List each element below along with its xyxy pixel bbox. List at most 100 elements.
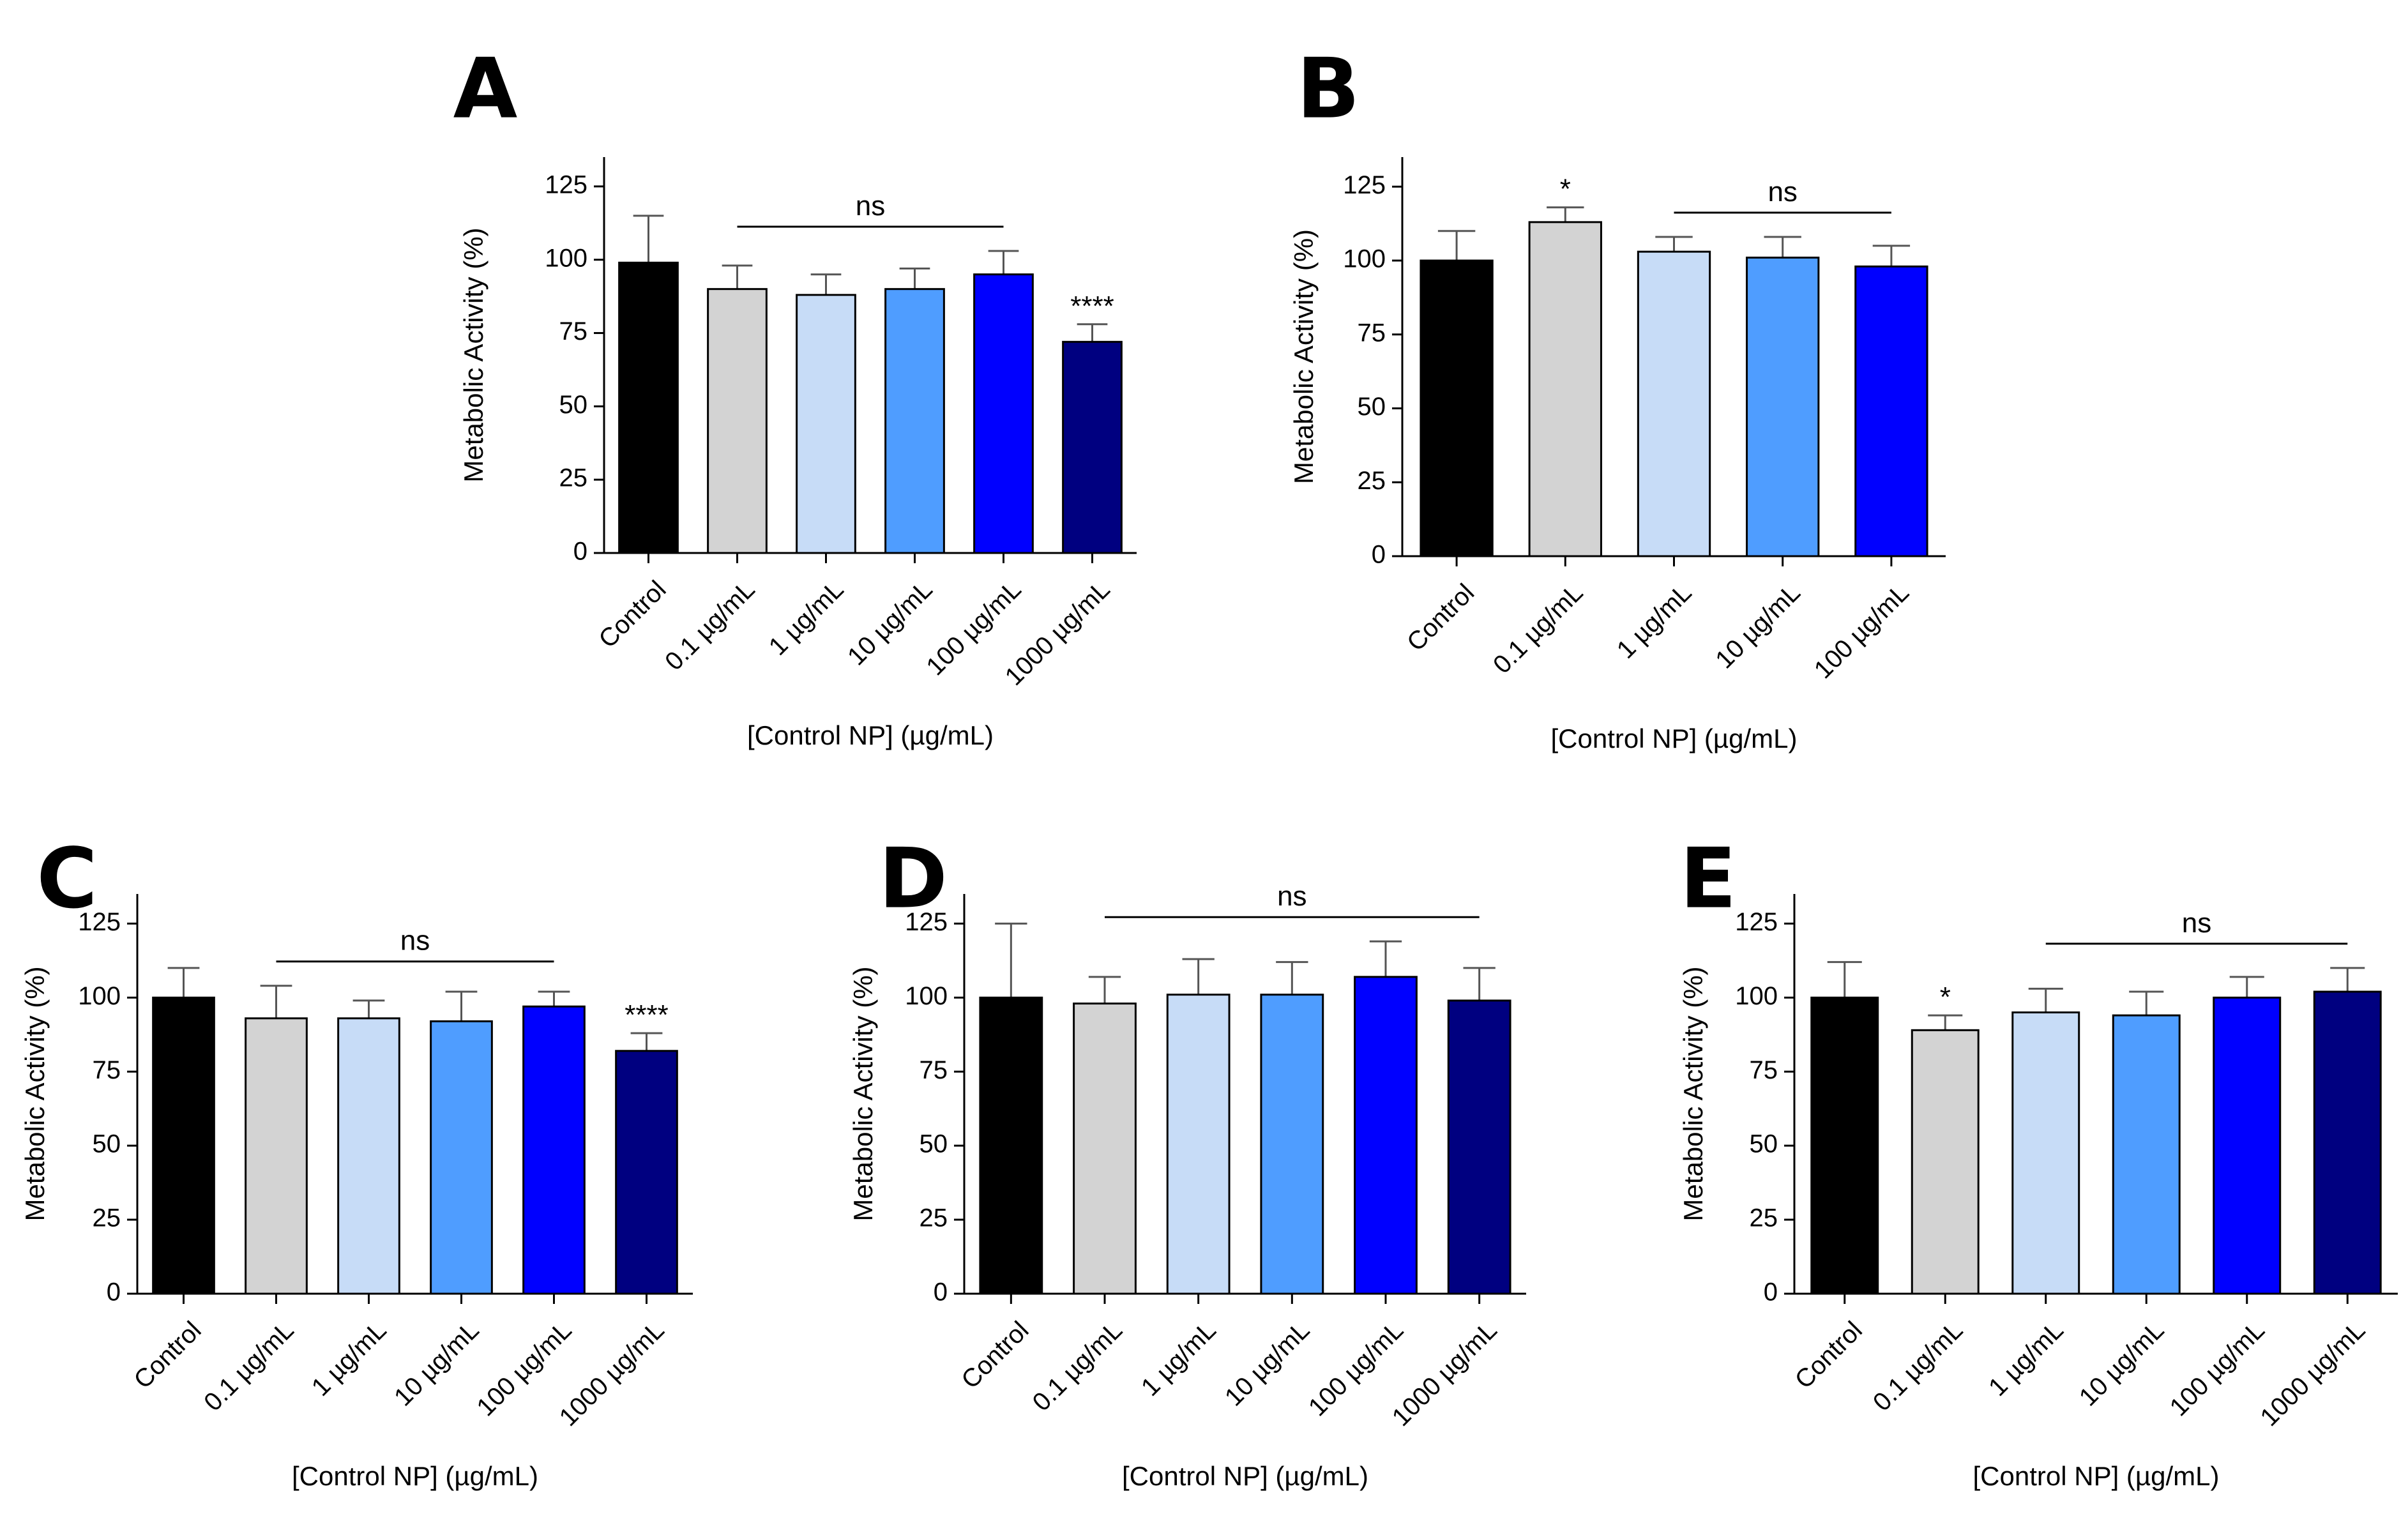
x-category-label: 0.1 µg/mL xyxy=(1027,1316,1128,1416)
bar xyxy=(2011,1011,2080,1295)
x-category-label: 100 µg/mL xyxy=(2165,1316,2270,1421)
chart-panel-e: E 0 25 50 75 100 125 Metabolic Activity (%) Cont… xyxy=(1678,830,2398,1491)
x-axis-title: [Control NP] (µg/mL) xyxy=(747,720,994,750)
x-category-label: 0.1 µg/mL xyxy=(1488,579,1588,679)
x-category-label: 10 µg/mL xyxy=(389,1316,485,1412)
y-tick-label: 75 xyxy=(1358,319,1386,347)
x-category-label: 1 µg/mL xyxy=(307,1316,392,1402)
y-tick-label: 25 xyxy=(920,1204,948,1232)
bar xyxy=(884,288,945,554)
y-tick-label: 125 xyxy=(905,908,948,936)
significance-stars: * xyxy=(1940,981,1951,1013)
chart-panel-a: A 0 25 50 75 100 125 Metabolic Activity (%) Cont… xyxy=(453,40,1137,750)
x-axis-title: [Control NP] (µg/mL) xyxy=(1122,1461,1368,1491)
y-tick-label: 125 xyxy=(1735,908,1778,936)
bar xyxy=(1637,250,1711,557)
bar xyxy=(1260,994,1324,1295)
significance-stars: **** xyxy=(1070,291,1114,322)
bar xyxy=(2213,996,2282,1295)
y-tick-label: 0 xyxy=(107,1278,121,1306)
significance-label: ns xyxy=(1277,881,1306,912)
bar xyxy=(522,1005,586,1295)
chart-panel-b: B 0 25 50 75 100 125 Metabolic Activity (%) Cont… xyxy=(1289,40,1946,753)
y-tick-label: 75 xyxy=(559,317,588,345)
y-tick-label: 100 xyxy=(1343,245,1386,273)
y-tick-label: 100 xyxy=(905,982,948,1010)
y-axis-title: Metabolic Activity (%) xyxy=(1678,966,1708,1221)
significance-label: ns xyxy=(856,190,885,222)
x-category-label: 1 µg/mL xyxy=(1983,1316,2069,1402)
y-tick-label: 50 xyxy=(93,1130,121,1158)
bar xyxy=(1810,996,1879,1295)
bar xyxy=(1854,265,1928,557)
chart-panel-c: C 0 25 50 75 100 125 Metabolic Activity (%) Cont… xyxy=(20,830,693,1491)
y-tick-label: 25 xyxy=(1358,467,1386,495)
y-tick-label: 100 xyxy=(1735,982,1778,1010)
panel-letter: E xyxy=(1680,830,1737,927)
significance-label: ns xyxy=(1768,176,1797,208)
y-tick-label: 75 xyxy=(1750,1056,1778,1084)
bar xyxy=(796,294,856,554)
y-tick-label: 100 xyxy=(545,244,587,272)
x-category-label: 1 µg/mL xyxy=(1612,579,1697,664)
x-category-label: 0.1 µg/mL xyxy=(199,1316,299,1416)
y-tick-label: 25 xyxy=(1750,1204,1778,1232)
y-tick-label: 125 xyxy=(78,908,121,936)
y-tick-label: 0 xyxy=(1372,541,1386,569)
x-category-label: 0.1 µg/mL xyxy=(660,575,760,676)
bar xyxy=(979,996,1043,1295)
bar xyxy=(2112,1014,2181,1295)
y-tick-label: 25 xyxy=(559,464,588,492)
x-axis-title: [Control NP] (µg/mL) xyxy=(1551,723,1798,753)
x-category-label: Control xyxy=(128,1316,206,1394)
x-category-label: 1 µg/mL xyxy=(764,575,849,661)
y-tick-label: 0 xyxy=(573,538,587,566)
bar xyxy=(2313,990,2382,1295)
panel-letter: A xyxy=(453,40,518,137)
y-tick-label: 75 xyxy=(93,1056,121,1084)
y-tick-label: 0 xyxy=(934,1278,948,1306)
y-tick-label: 50 xyxy=(1750,1130,1778,1158)
x-axis-title: [Control NP] (µg/mL) xyxy=(1973,1461,2220,1491)
x-category-label: 10 µg/mL xyxy=(842,575,938,671)
bar xyxy=(1073,1003,1137,1295)
y-tick-label: 50 xyxy=(559,391,588,419)
x-category-label: 10 µg/mL xyxy=(1710,579,1806,674)
panel-letter: B xyxy=(1296,40,1359,137)
panel-letter: D xyxy=(879,830,948,927)
x-category-label: 100 µg/mL xyxy=(1809,579,1914,684)
bar xyxy=(1528,221,1602,557)
bar xyxy=(1062,340,1123,554)
significance-label: ns xyxy=(2182,907,2211,939)
y-tick-label: 125 xyxy=(1343,171,1386,199)
bar xyxy=(1166,994,1231,1295)
significance-label: ns xyxy=(400,925,430,957)
bar xyxy=(1911,1029,1980,1295)
y-tick-label: 0 xyxy=(1764,1278,1778,1306)
x-axis-title: [Control NP] (µg/mL) xyxy=(292,1461,538,1491)
bar xyxy=(1354,976,1418,1295)
panel-letter: C xyxy=(36,830,97,927)
x-category-label: Control xyxy=(956,1316,1034,1394)
bar xyxy=(973,273,1034,554)
y-axis-title: Metabolic Activity (%) xyxy=(458,227,488,482)
significance-stars: * xyxy=(1560,174,1571,205)
y-axis-title: Metabolic Activity (%) xyxy=(20,966,50,1221)
y-tick-label: 25 xyxy=(93,1204,121,1232)
y-tick-label: 50 xyxy=(1358,393,1386,421)
x-category-label: Control xyxy=(1790,1316,1868,1394)
bar xyxy=(1447,999,1511,1295)
significance-stars: **** xyxy=(625,999,669,1031)
x-category-label: Control xyxy=(593,575,671,653)
bar xyxy=(337,1017,400,1295)
y-tick-label: 125 xyxy=(545,170,587,199)
x-category-label: 0.1 µg/mL xyxy=(1868,1316,1968,1416)
x-category-label: Control xyxy=(1402,579,1480,656)
y-axis-title: Metabolic Activity (%) xyxy=(848,966,878,1221)
y-axis-title: Metabolic Activity (%) xyxy=(1289,229,1319,484)
bar xyxy=(1746,256,1820,557)
x-category-label: 10 µg/mL xyxy=(2074,1316,2170,1412)
x-category-label: 1000 µg/mL xyxy=(2255,1316,2370,1432)
bar xyxy=(615,1050,678,1295)
